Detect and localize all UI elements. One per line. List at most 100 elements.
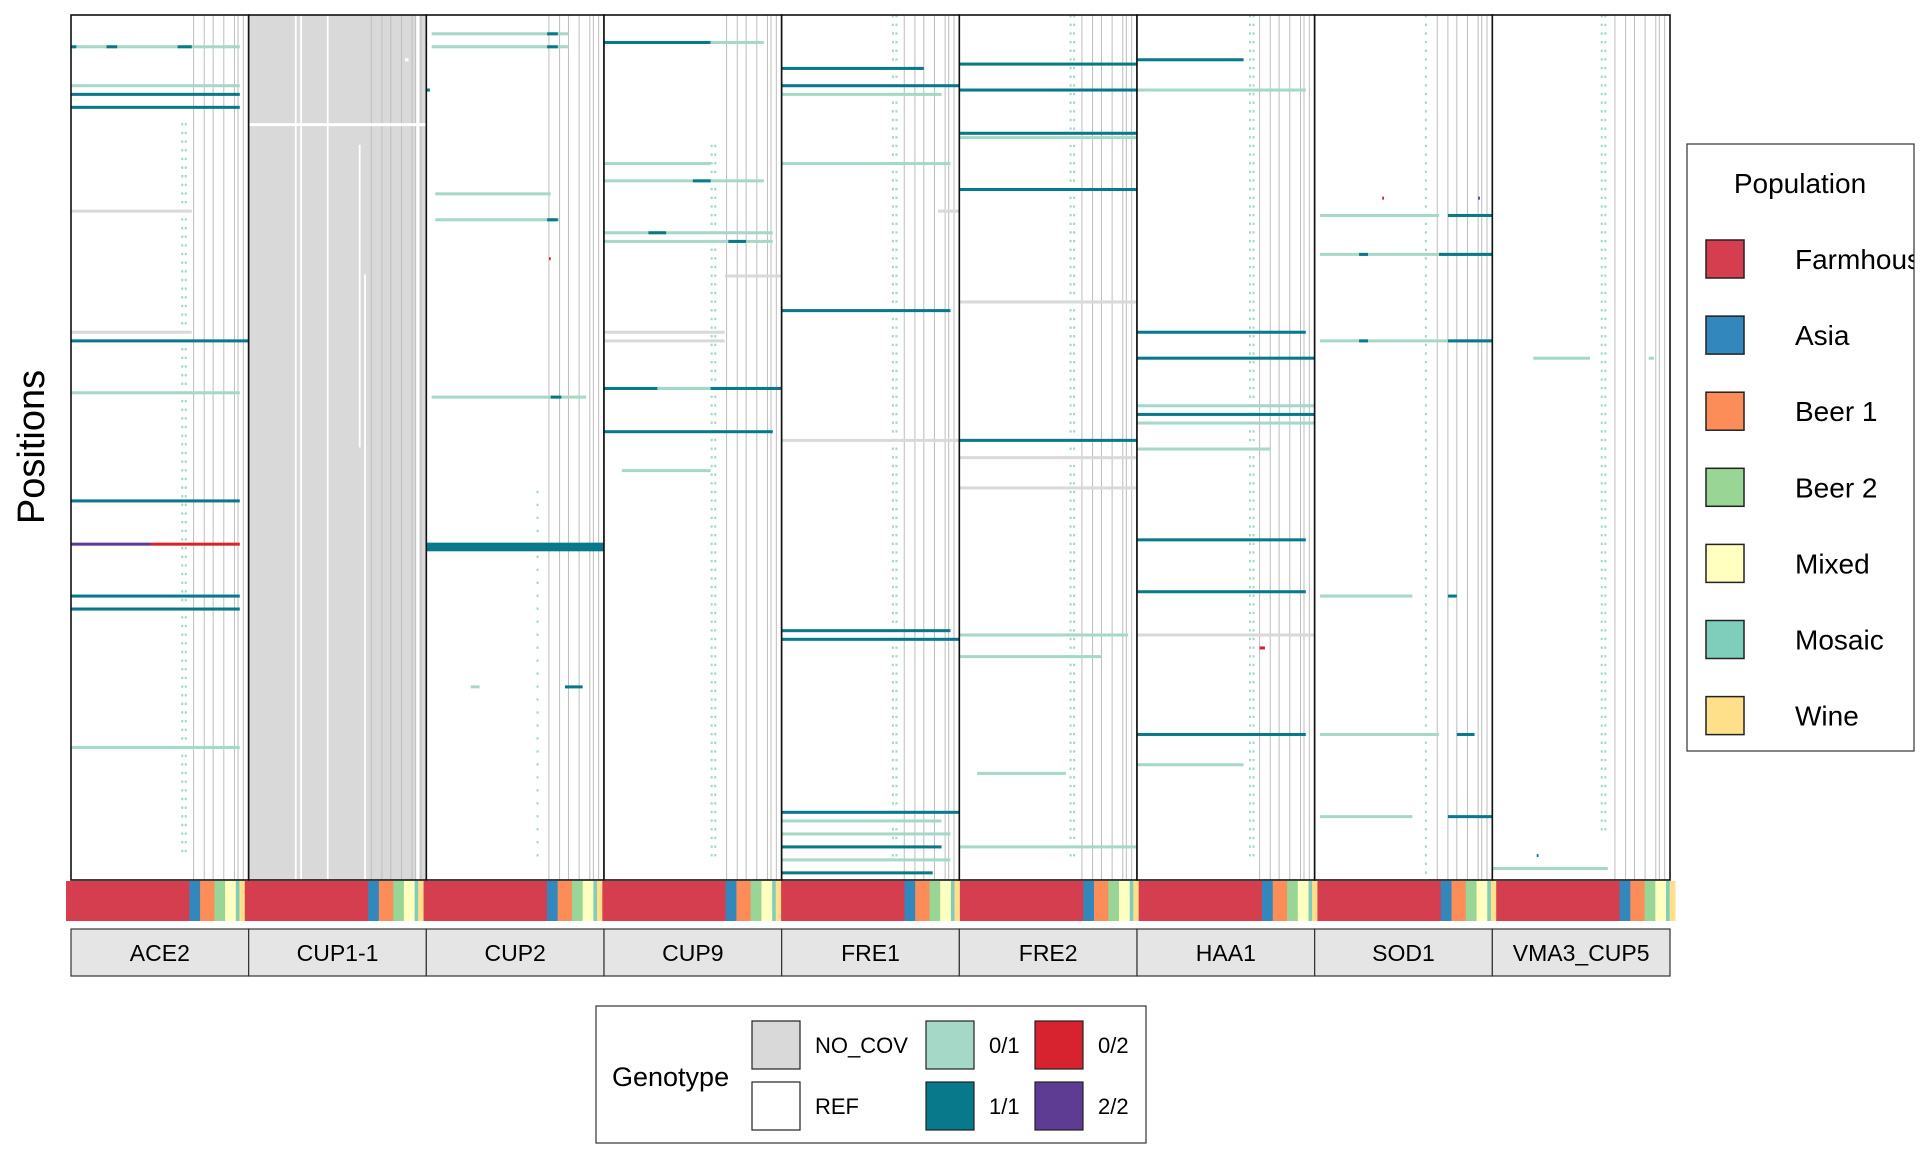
genotype-cell [710, 395, 713, 398]
genotype-cell [1069, 525, 1072, 528]
genotype-cell [1069, 629, 1072, 632]
genotype-cell-NO_COV [71, 209, 192, 213]
genotype-cell [1073, 810, 1076, 814]
genotype-cell [1252, 162, 1255, 165]
genotype-cell [1600, 291, 1603, 295]
genotype-cell [1248, 265, 1252, 269]
facet-panels [70, 14, 1671, 881]
genotype-cell [1252, 205, 1255, 208]
genotype-cell [710, 464, 713, 468]
genotype-cell [1604, 300, 1607, 303]
genotype-cell [1248, 698, 1252, 701]
population-bar-wine [239, 881, 246, 921]
genotype-cell [1424, 265, 1427, 269]
genotype-cell-0/1 [959, 633, 1129, 637]
genotype-cell [1604, 170, 1607, 174]
genotype-cell [891, 188, 894, 191]
genotype-cell [710, 568, 713, 571]
genotype-cell [895, 707, 898, 710]
genotype-cell [710, 490, 713, 494]
genotype-cell [1604, 274, 1607, 277]
genotype-cell [1604, 75, 1607, 78]
genotype-cell [184, 633, 187, 636]
genotype-cell [1600, 655, 1603, 658]
genotype-cell [1073, 66, 1076, 70]
genotype-cell-0/1 [71, 84, 240, 88]
genotype-legend-swatch [751, 1081, 801, 1131]
genotype-cell [1073, 819, 1076, 822]
genotype-cell [1073, 758, 1076, 762]
genotype-cell [710, 188, 713, 191]
genotype-cell [1604, 767, 1607, 770]
genotype-cell [1069, 231, 1072, 234]
genotype-cell [1248, 213, 1252, 217]
genotype-cell [1069, 23, 1072, 27]
genotype-cell-0/1 [470, 685, 480, 689]
genotype-cell [536, 594, 539, 597]
genotype-cell [710, 213, 713, 217]
genotype-cell [1604, 239, 1607, 243]
genotype-cell [710, 205, 713, 208]
population-bar-mosaic [1487, 881, 1492, 921]
genotype-cell [895, 585, 898, 589]
population-legend-label: Asia [1795, 320, 1850, 351]
genotype-cell [1252, 810, 1255, 814]
genotype-cell [895, 23, 898, 27]
genotype-cell [184, 728, 187, 732]
genotype-cell [1424, 291, 1427, 295]
genotype-cell [1600, 179, 1603, 182]
genotype-cell [181, 131, 184, 135]
genotype-cell [536, 568, 539, 571]
genotype-cell [895, 473, 898, 476]
genotype-cell [184, 719, 187, 723]
genotype-cell [710, 335, 713, 338]
genotype-cell [710, 776, 713, 779]
genotype-cell [1424, 525, 1427, 528]
genotype-cell [895, 767, 898, 770]
genotype-cell [891, 213, 894, 217]
genotype-cell [895, 758, 898, 762]
genotype-cell [1248, 395, 1252, 398]
genotype-cell [1600, 213, 1603, 217]
genotype-cell [1248, 646, 1252, 649]
genotype-cell [1252, 127, 1255, 130]
genotype-cell [1069, 689, 1072, 693]
genotype-cell [1600, 248, 1603, 251]
genotype-cell [710, 732, 713, 736]
genotype-cell [184, 572, 187, 576]
genotype-cell [1252, 361, 1255, 364]
genotype-cell [895, 724, 898, 727]
genotype-cell [1600, 84, 1603, 87]
genotype-cell [1252, 395, 1255, 398]
population-legend-swatch [1705, 239, 1745, 279]
population-bar-asia [368, 881, 380, 921]
genotype-cell [181, 780, 184, 783]
population-bar-beer-2 [214, 881, 226, 921]
genotype-cell [1604, 430, 1607, 433]
genotype-cell [1600, 110, 1603, 113]
genotype-cell [1073, 568, 1076, 571]
genotype-cell [1604, 793, 1607, 796]
genotype-cell [1604, 144, 1607, 148]
genotype-cell-0/1 [781, 858, 951, 862]
genotype-cell [891, 655, 894, 658]
genotype-cell [895, 750, 898, 753]
genotype-cell [891, 118, 894, 122]
genotype-cell [1252, 378, 1255, 381]
genotype-cell-0/1 [977, 771, 1066, 775]
population-bar-mixed [1655, 881, 1667, 921]
genotype-cell [1424, 378, 1427, 381]
population-bar-beer-2 [1644, 881, 1656, 921]
genotype-cell [1069, 741, 1072, 744]
genotype-cell [1073, 793, 1076, 796]
genotype-cell [1252, 534, 1255, 537]
genotype-cell [1604, 707, 1607, 710]
genotype-cell [1248, 361, 1252, 364]
genotype-cell [1600, 222, 1603, 225]
genotype-cell [1252, 118, 1255, 122]
genotype-cell [1600, 127, 1603, 130]
genotype-cell [1252, 482, 1255, 485]
genotype-cell [1069, 482, 1072, 485]
genotype-cell-0/1 [781, 832, 951, 836]
genotype-cell [1069, 603, 1072, 606]
